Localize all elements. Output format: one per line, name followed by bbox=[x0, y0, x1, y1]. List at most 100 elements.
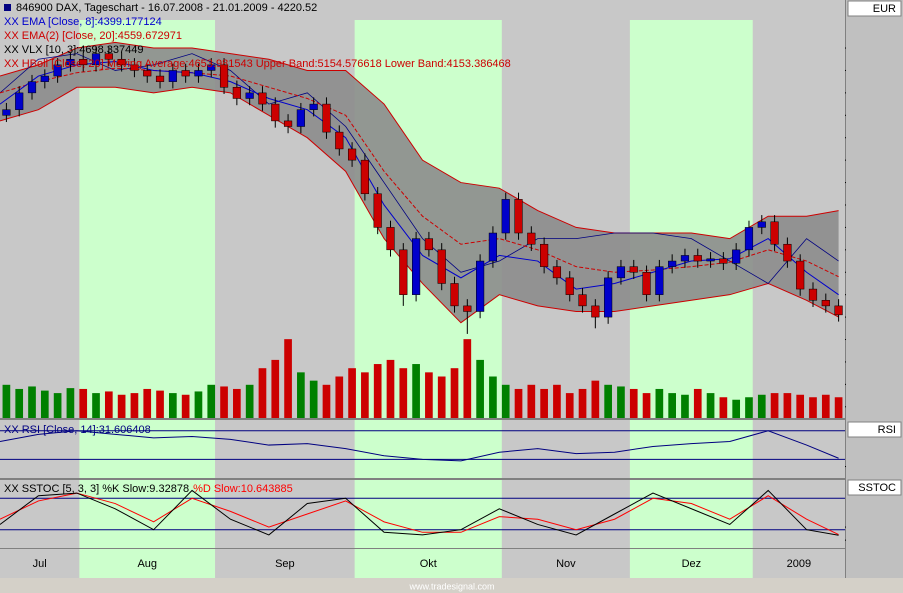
month-stripe bbox=[501, 420, 630, 478]
volume-bar bbox=[693, 388, 702, 418]
candle-body bbox=[258, 92, 267, 105]
volume-bar bbox=[719, 397, 728, 418]
candle-body bbox=[309, 103, 318, 110]
volume-bar bbox=[399, 368, 408, 418]
volume-bar bbox=[130, 393, 139, 418]
candle-body bbox=[783, 243, 792, 262]
x-tick-label: Okt bbox=[420, 558, 437, 570]
month-stripe bbox=[215, 548, 355, 578]
candle-body bbox=[668, 260, 677, 267]
month-stripe bbox=[629, 20, 753, 418]
candle-body bbox=[194, 70, 203, 77]
candle-body bbox=[655, 266, 664, 295]
candle-body bbox=[91, 53, 101, 66]
month-stripe bbox=[629, 420, 753, 478]
volume-bar bbox=[668, 393, 676, 418]
candle-body bbox=[322, 103, 331, 133]
candle-body bbox=[27, 81, 37, 94]
band-fill bbox=[0, 42, 839, 323]
month-stripe bbox=[79, 548, 216, 578]
month-stripe bbox=[0, 420, 80, 478]
candle-body bbox=[386, 227, 395, 251]
axis-label-box bbox=[847, 0, 902, 17]
candle-body bbox=[424, 238, 433, 251]
main-top bbox=[0, 0, 845, 20]
candle-body bbox=[501, 199, 510, 234]
month-stripe bbox=[629, 548, 753, 578]
volume-bar bbox=[15, 388, 24, 418]
volume-bar bbox=[834, 397, 843, 418]
symbol-icon bbox=[4, 4, 11, 11]
volume-bar bbox=[578, 388, 587, 418]
axis-label-box bbox=[847, 479, 902, 496]
candle-body bbox=[540, 243, 549, 267]
volume-bar bbox=[117, 394, 126, 418]
candle-body bbox=[143, 70, 152, 77]
candle-body bbox=[219, 64, 229, 88]
volume-bar bbox=[297, 372, 305, 418]
sstoc-axis-label: SSTOC bbox=[858, 482, 896, 494]
volume-bar bbox=[245, 384, 254, 418]
candle-body bbox=[15, 92, 24, 110]
candle-body bbox=[821, 300, 830, 307]
candle-body bbox=[130, 64, 139, 71]
upper-band bbox=[0, 41, 839, 240]
candle-body bbox=[207, 64, 216, 71]
currency-label: EUR bbox=[873, 3, 896, 15]
volume-bar bbox=[706, 393, 715, 418]
candle-body bbox=[412, 238, 421, 295]
candle-body bbox=[591, 305, 600, 318]
x-tick-label: Sep bbox=[275, 558, 295, 570]
candle-body bbox=[66, 58, 75, 66]
x-tick-label: Dez bbox=[682, 558, 702, 570]
sstoc-d-line bbox=[0, 492, 839, 536]
candle-body bbox=[2, 109, 11, 116]
indicator-legend: XX EMA [Close, 8]:4399.177124 bbox=[4, 16, 162, 28]
volume-bar bbox=[629, 388, 638, 418]
candle-body bbox=[373, 193, 382, 228]
volume-bar bbox=[821, 394, 830, 418]
volume-bar bbox=[501, 384, 510, 418]
candle-body bbox=[514, 199, 523, 234]
candle-body bbox=[693, 255, 702, 262]
candle-body bbox=[476, 260, 485, 312]
candle-body bbox=[488, 232, 498, 262]
volume-bar bbox=[412, 364, 420, 418]
volume-bar bbox=[489, 376, 497, 418]
month-stripe bbox=[215, 420, 355, 478]
month-stripe bbox=[501, 548, 630, 578]
volume-bar bbox=[309, 380, 318, 418]
indicator-legend: XX VLX [10, 3]:4698.337449 bbox=[4, 44, 143, 56]
volume-bar bbox=[194, 391, 203, 418]
candle-body bbox=[565, 277, 574, 295]
volume-bar bbox=[104, 391, 113, 418]
x-tick-label: Nov bbox=[556, 558, 576, 570]
candle-body bbox=[770, 221, 779, 245]
volume-bar bbox=[809, 397, 817, 418]
volume-bar bbox=[386, 359, 395, 418]
sstoc-k-line bbox=[0, 489, 839, 536]
volume-bar bbox=[79, 388, 88, 418]
candle-body bbox=[40, 75, 49, 82]
sstoc-d-legend: %D Slow:10.643885 bbox=[193, 483, 293, 495]
candle-body bbox=[347, 148, 357, 161]
sstoc-legend: XX SSTOC [5, 3, 3] %K Slow:9.32878 %D Slo… bbox=[4, 483, 293, 495]
candle-body bbox=[808, 288, 818, 301]
volume-bar bbox=[348, 368, 356, 418]
volume-bar bbox=[361, 372, 369, 418]
candle-body bbox=[578, 294, 587, 307]
candle-body bbox=[604, 277, 613, 318]
candle-body bbox=[450, 283, 459, 307]
lower-band bbox=[0, 86, 839, 324]
volume-bar bbox=[642, 393, 651, 418]
indicator-legend: XX EMA(2) [Close, 20]:4559.672971 bbox=[4, 30, 182, 42]
candle-body bbox=[629, 266, 638, 273]
candle-body bbox=[757, 221, 766, 228]
candle-body bbox=[399, 249, 408, 295]
candle-body bbox=[642, 272, 651, 295]
volume-bar bbox=[745, 397, 753, 418]
volume-bar bbox=[617, 386, 625, 418]
indicator-legend: XX HBoll [Close, 20] Moving Average:4653… bbox=[4, 58, 511, 70]
candle-body bbox=[527, 232, 536, 245]
